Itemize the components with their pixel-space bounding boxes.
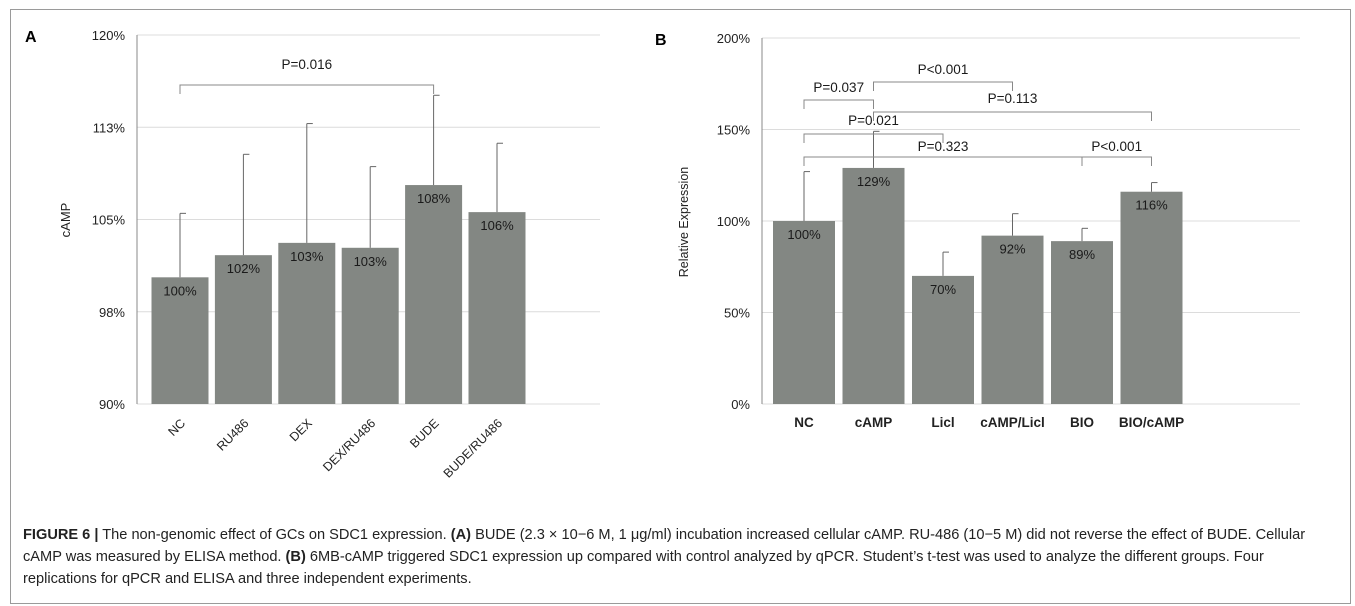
panel-b-ytick-label: 50%	[724, 306, 750, 321]
panel-b-bar	[1120, 191, 1183, 404]
panel-b-label: B	[655, 32, 667, 49]
panel-b-ytick-label: 150%	[717, 123, 751, 138]
panel-b-significance-bracket	[803, 133, 944, 143]
panel-a-value-label: 103%	[354, 254, 388, 269]
panel-a-ytick-label: 105%	[92, 213, 126, 228]
panel-a-bar	[468, 212, 526, 404]
panel-b-significance-bracket	[873, 111, 1152, 121]
panel-a-value-label: 106%	[480, 218, 514, 233]
caption-part-b-text: 6MB-cAMP triggered SDC1 expression up co…	[23, 549, 1264, 587]
panel-b-bar	[912, 275, 974, 404]
panel-a-bar	[151, 277, 209, 404]
panel-b-value-label: 70%	[930, 282, 956, 297]
panel-b-significance-bracket	[1081, 156, 1152, 166]
panel-b-p-value-label: P=0.113	[988, 91, 1038, 106]
panel-b-xtick-label: cAMP	[855, 415, 893, 430]
panel-b-value-label: 92%	[999, 242, 1025, 257]
panel-b-p-value-label: P<0.001	[1091, 139, 1142, 154]
panel-b-value-label: 116%	[1135, 198, 1168, 213]
caption-figure-label: FIGURE 6 |	[23, 527, 99, 543]
panel-a-ytick-label: 98%	[99, 305, 125, 320]
panel-b-significance-bracket	[873, 81, 1013, 91]
panel-a-xtick-label: BUDE/RU486	[441, 416, 505, 480]
figure-caption: FIGURE 6 | The non-genomic effect of GCs…	[23, 524, 1338, 590]
panel-a-bar	[405, 185, 463, 404]
panel-b-ytick-label: 0%	[731, 397, 750, 412]
figure-frame	[10, 9, 1351, 604]
panel-b-p-value-label: P=0.037	[813, 80, 864, 95]
panel-b-ylabel: Relative Expression	[677, 167, 691, 278]
panel-a-bar	[214, 255, 272, 404]
panel-b-xtick-label: BIO/cAMP	[1119, 415, 1184, 430]
panel-b-value-label: 89%	[1069, 247, 1095, 262]
panel-a-xtick-label: BUDE	[407, 416, 441, 450]
caption-part-a-label: (A)	[450, 527, 472, 543]
panel-b-value-label: 100%	[787, 227, 821, 242]
panel-a-bar	[278, 242, 336, 404]
panel-a-value-label: 100%	[163, 283, 197, 298]
panel-b-ytick-label: 100%	[717, 214, 751, 229]
panel-a-ytick-label: 113%	[93, 120, 126, 135]
panel-a-label: A	[25, 29, 37, 46]
panel-b-value-label: 129%	[857, 174, 891, 189]
panel-b-xtick-label: NC	[794, 415, 814, 430]
panel-a-xtick-label: DEX/RU486	[320, 416, 378, 474]
panel-a-ylabel: cAMP	[58, 203, 73, 238]
panel-b-p-value-label: P=0.021	[848, 113, 899, 128]
panel-a-value-label: 103%	[290, 249, 324, 264]
panel-b-bar	[1051, 241, 1113, 404]
panel-b-bar	[842, 167, 905, 404]
panel-b-xtick-label: cAMP/Licl	[980, 415, 1045, 430]
panel-b-significance-bracket	[803, 156, 1083, 166]
panel-a-xtick-label: RU486	[214, 416, 251, 453]
panel-b-xtick-label: BIO	[1070, 415, 1094, 430]
panel-a-value-label: 108%	[417, 191, 451, 206]
panel-a-bar	[341, 247, 399, 404]
panel-a-significance-bracket	[179, 84, 435, 94]
panel-b-bar	[981, 235, 1044, 404]
panel-a-p-value-label: P=0.016	[281, 57, 332, 72]
panel-a-xtick-label: NC	[165, 416, 188, 439]
panel-a-ytick-label: 120%	[92, 28, 126, 43]
panel-b-bar	[773, 221, 835, 404]
panel-a-ytick-label: 90%	[99, 397, 125, 412]
panel-a-xtick-label: DEX	[287, 416, 316, 445]
panel-a-value-label: 102%	[227, 261, 261, 276]
caption-intro: The non-genomic effect of GCs on SDC1 ex…	[98, 527, 451, 543]
panel-b-ytick-label: 200%	[717, 31, 751, 46]
panel-b-xtick-label: Licl	[931, 415, 954, 430]
caption-part-a-text: BUDE (2.3 × 10−6 M, 1 μg/ml) incubation …	[23, 527, 1306, 565]
panel-b-significance-bracket	[803, 99, 874, 109]
caption-part-b-label: (B)	[285, 549, 306, 565]
panel-b-p-value-label: P=0.323	[918, 139, 969, 154]
panel-b-p-value-label: P<0.001	[918, 62, 969, 77]
